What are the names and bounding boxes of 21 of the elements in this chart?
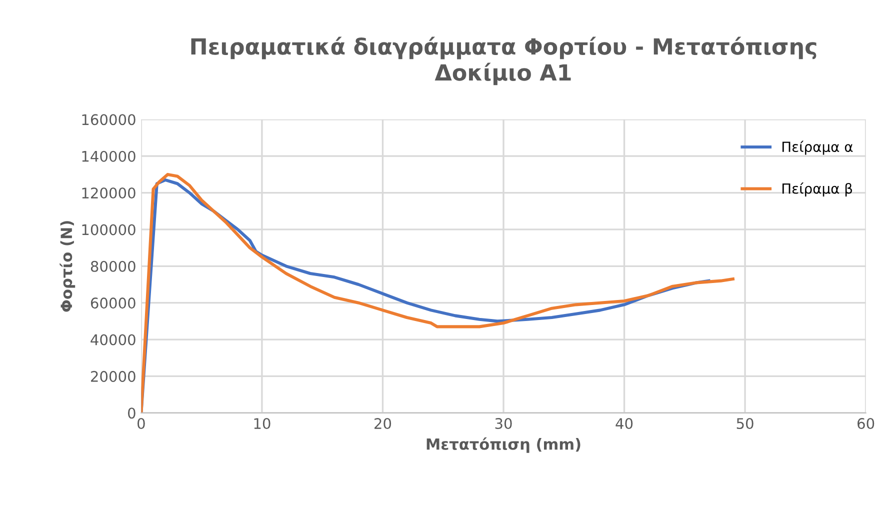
chart-title: Πειραματικά διαγράμματα Φορτίου - Μετατόπισης Δοκίμιο Α1	[191, 36, 816, 86]
y-tick-label: 20000	[91, 370, 136, 382]
legend-label: Πείραμα α	[782, 140, 853, 155]
x-tick-label: 60	[858, 418, 874, 430]
y-tick-label: 0	[128, 408, 136, 419]
y-tick-label: 120000	[82, 188, 136, 199]
x-tick-label: 30	[495, 418, 512, 430]
y-tick-label: 140000	[82, 150, 136, 162]
y-tick-label: 160000	[82, 114, 136, 126]
x-tick-label: 50	[736, 418, 754, 430]
y-tick-label: 80000	[90, 260, 136, 272]
x-tick-label: 40	[616, 418, 633, 430]
x-axis-title: Μετατόπιση (mm)	[426, 437, 580, 453]
x-tick-label: 0	[138, 418, 145, 430]
legend-label: Πείραμα β	[782, 182, 852, 196]
x-tick-label: 10	[254, 418, 270, 430]
x-tick-label: 20	[374, 418, 392, 430]
y-tick-label: 40000	[90, 334, 136, 346]
y-tick-label: 60000	[90, 298, 136, 309]
y-axis-title: Φορτίο (N)	[60, 221, 76, 312]
y-tick-label: 100000	[82, 224, 136, 236]
